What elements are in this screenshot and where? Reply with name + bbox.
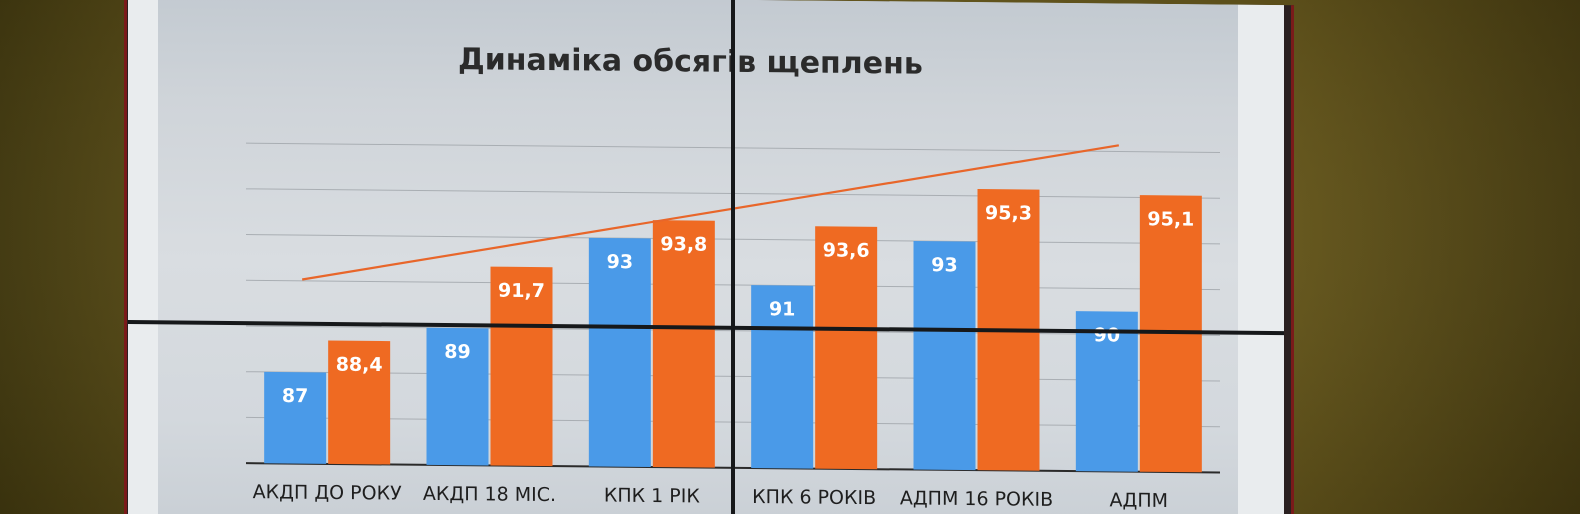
video-wall-screen: 87 88,4 89 91,7 93 93,8 91 93,6 93 95,3 90 95,1 АКД…: [128, 0, 1284, 514]
bar: [913, 240, 976, 471]
vaccination-chart: 87 88,4 89 91,7 93 93,8 91 93,6 93 95,3 90 95,1 АКД…: [246, 42, 1220, 512]
data-label: 93,6: [823, 239, 870, 261]
bar: [490, 266, 553, 467]
chart-bars: [264, 189, 1202, 473]
chart-title: Динаміка обсягів щеплень: [458, 42, 923, 81]
data-label: 93: [931, 254, 957, 276]
bar: [751, 285, 814, 469]
category-label: АДПМ 16 РОКІВ: [900, 487, 1053, 510]
panel-seam-vertical: [731, 0, 735, 514]
data-label: 93: [607, 251, 633, 273]
data-label: 93,8: [660, 233, 707, 255]
chart-trendline: [301, 144, 1120, 281]
bar: [815, 226, 878, 470]
bar: [328, 340, 391, 465]
bar: [588, 237, 651, 468]
data-label: 89: [444, 341, 470, 363]
category-label: АДПМ: [1110, 489, 1169, 512]
chart-category-labels: АКДП ДО РОКУ АКДП 18 МІС. КПК 1 РІК КПК 6 Р…: [253, 481, 1168, 512]
category-label: АКДП ДО РОКУ: [253, 481, 402, 504]
data-label: 95,3: [985, 202, 1032, 224]
category-label: АКДП 18 МІС.: [423, 483, 556, 506]
chart-value-labels: 87 88,4 89 91,7 93 93,8 91 93,6 93 95,3 90 95,1: [282, 202, 1194, 407]
data-label: 87: [282, 385, 308, 407]
category-label: КПК 1 РІК: [604, 485, 700, 508]
data-label: 91: [769, 298, 795, 320]
data-label: 90: [1094, 324, 1120, 346]
bar: [652, 220, 715, 468]
category-label: КПК 6 РОКІВ: [752, 486, 876, 509]
data-label: 91,7: [498, 280, 545, 302]
data-label: 95,1: [1147, 208, 1194, 230]
bar: [264, 371, 327, 464]
trendline: [301, 144, 1120, 281]
data-label: 88,4: [336, 354, 383, 376]
bar: [1075, 311, 1138, 472]
bar: [426, 327, 489, 466]
